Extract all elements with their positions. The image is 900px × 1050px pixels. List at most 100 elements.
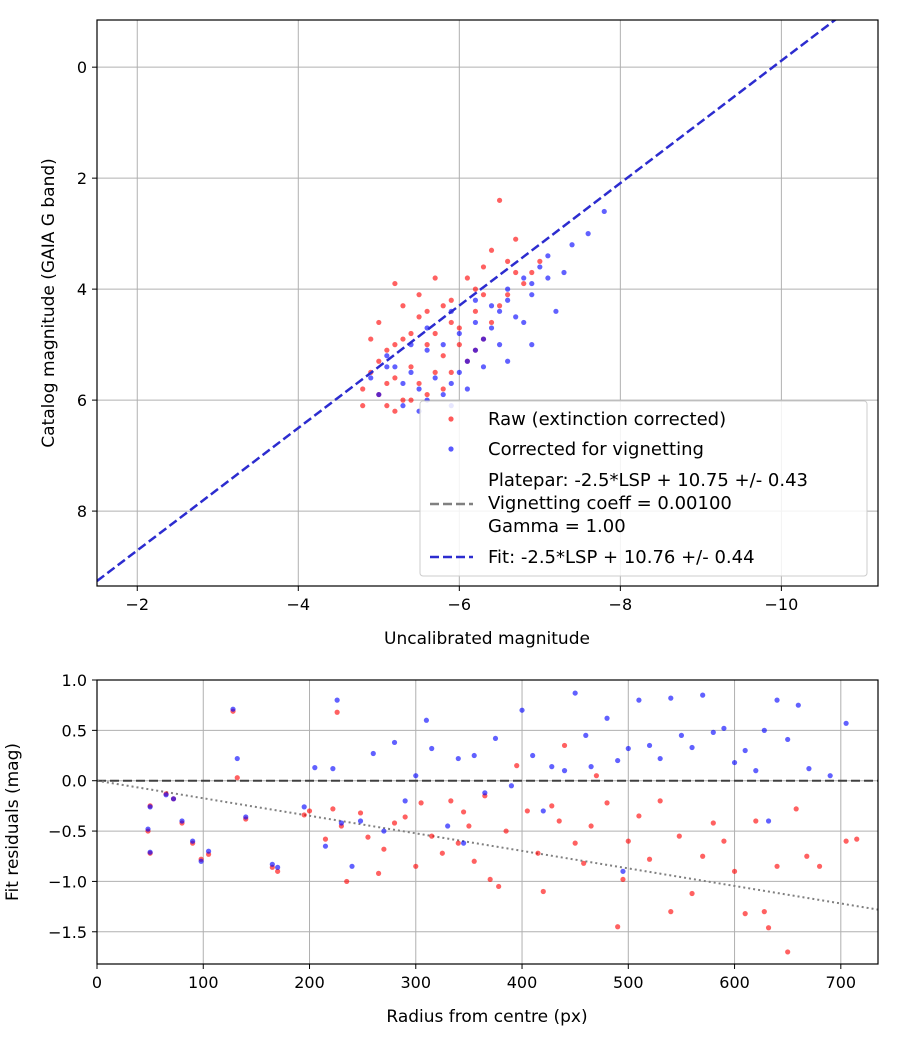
bottom-x-tick-label: 300	[401, 973, 432, 992]
bottom-raw-point	[843, 838, 849, 844]
bottom-raw-point	[549, 803, 555, 809]
top-corrected-point	[505, 297, 511, 303]
bottom-corrected-point	[785, 736, 791, 743]
bottom-raw-point	[615, 924, 621, 930]
bottom-raw-point	[581, 860, 587, 866]
top-y-axis: 0 2 4 6 8	[77, 58, 97, 521]
top-raw-point	[384, 403, 390, 409]
bottom-corrected-point	[145, 826, 151, 832]
top-raw-point	[537, 258, 543, 264]
bottom-corrected-point	[230, 706, 236, 712]
bottom-y-tick-label: 0.0	[62, 772, 87, 791]
bottom-corrected-point	[806, 766, 812, 772]
top-corrected-point	[553, 308, 559, 314]
top-raw-point	[368, 336, 374, 342]
bottom-x-tick-label: 500	[613, 973, 644, 992]
top-corrected-point	[472, 347, 479, 353]
top-y-tick-label: 8	[77, 502, 87, 521]
legend: Raw (extinction corrected) Corrected for…	[419, 400, 868, 577]
bottom-raw-point	[234, 775, 240, 781]
top-corrected-point	[601, 208, 607, 215]
bottom-raw-point	[540, 888, 546, 895]
legend-label-platepar-3: Gamma = 1.00	[488, 516, 626, 537]
bottom-y-tick-label: 0.5	[62, 721, 87, 740]
top-raw-point	[400, 303, 406, 309]
top-corrected-point	[480, 336, 487, 342]
top-corrected-point	[480, 364, 487, 370]
top-corrected-point	[521, 275, 527, 281]
top-raw-point	[424, 308, 430, 314]
bottom-raw-point	[487, 876, 493, 883]
bottom-corrected-point	[391, 739, 398, 746]
top-x-tick-label: −6	[448, 595, 472, 614]
bottom-raw-point	[334, 709, 340, 715]
bottom-raw-point	[774, 863, 780, 869]
bottom-raw-point	[375, 870, 382, 876]
bottom-corrected-point	[330, 766, 336, 772]
bottom-raw-point	[765, 925, 772, 931]
legend-marker-corrected	[448, 446, 454, 452]
bottom-corrected-point	[721, 725, 727, 731]
bottom-corrected-point	[482, 790, 488, 796]
bottom-raw-point	[381, 846, 387, 852]
top-raw-point	[392, 408, 398, 414]
bottom-plot: 0 100 200 300 400 500 600 700 1.0 0.5 0.0 −0.5 −1.0…	[3, 671, 879, 1027]
bottom-raw-point	[429, 833, 435, 839]
top-raw-point	[496, 197, 503, 203]
bottom-grid	[96, 679, 878, 964]
bottom-corrected-point	[198, 858, 204, 864]
bottom-raw-point	[700, 853, 706, 859]
bottom-corrected-point	[678, 732, 685, 738]
bottom-corrected-point	[765, 818, 772, 824]
top-raw-point	[448, 319, 454, 326]
top-raw-point	[400, 397, 406, 403]
top-plot: −2 −4 −6 −8 −10 0 2 4 6 8 Uncalibrated magnitude…	[39, 19, 879, 649]
top-y-tick-label: 4	[77, 280, 87, 299]
bottom-raw-point	[816, 863, 823, 869]
top-corrected-point	[456, 330, 462, 337]
top-raw-point	[472, 308, 479, 314]
top-raw-point	[416, 314, 422, 320]
bottom-corrected-point	[689, 744, 695, 751]
top-corrected-point	[488, 303, 495, 309]
top-corrected-point	[400, 403, 406, 409]
top-raw-point	[392, 375, 398, 381]
top-raw-point	[456, 325, 462, 331]
bottom-x-tick-label: 700	[826, 973, 857, 992]
bottom-x-tick-label: 200	[294, 973, 325, 992]
bottom-x-tick-label: 0	[92, 973, 102, 992]
top-corrected-point	[408, 369, 414, 375]
bottom-raw-point	[413, 863, 419, 869]
bottom-corrected-point	[312, 765, 318, 771]
top-corrected-point	[456, 369, 462, 375]
bottom-corrected-point	[301, 804, 307, 810]
bottom-raw-point	[561, 742, 568, 749]
bottom-raw-point	[854, 836, 860, 842]
bottom-y-tick-label: 1.0	[62, 671, 87, 690]
bottom-x-tick-label: 400	[507, 973, 538, 992]
top-raw-point	[424, 391, 430, 398]
top-raw-point	[376, 319, 382, 326]
bottom-corrected-point	[583, 732, 589, 738]
top-raw-point	[360, 403, 366, 409]
bottom-raw-point	[593, 773, 600, 779]
top-raw-point	[529, 269, 535, 276]
bottom-corrected-point	[731, 759, 738, 766]
bottom-raw-point	[785, 949, 791, 955]
top-raw-point	[464, 275, 470, 281]
top-corrected-point	[505, 358, 511, 364]
top-corrected-point	[472, 319, 479, 326]
bottom-corrected-point	[492, 735, 499, 742]
bottom-raw-point	[524, 808, 530, 814]
top-y-tick-label: 0	[77, 58, 87, 77]
bottom-corrected-point	[147, 804, 153, 810]
top-raw-point	[416, 380, 422, 387]
bottom-series-raw	[145, 708, 860, 955]
top-raw-point	[488, 319, 495, 326]
top-y-axis-label: Catalog magnitude (GAIA G band)	[39, 158, 59, 448]
top-corrected-point	[529, 342, 535, 348]
top-raw-point	[456, 342, 462, 348]
top-raw-point	[440, 303, 446, 309]
top-corrected-point	[448, 380, 454, 387]
bottom-raw-point	[503, 828, 509, 834]
